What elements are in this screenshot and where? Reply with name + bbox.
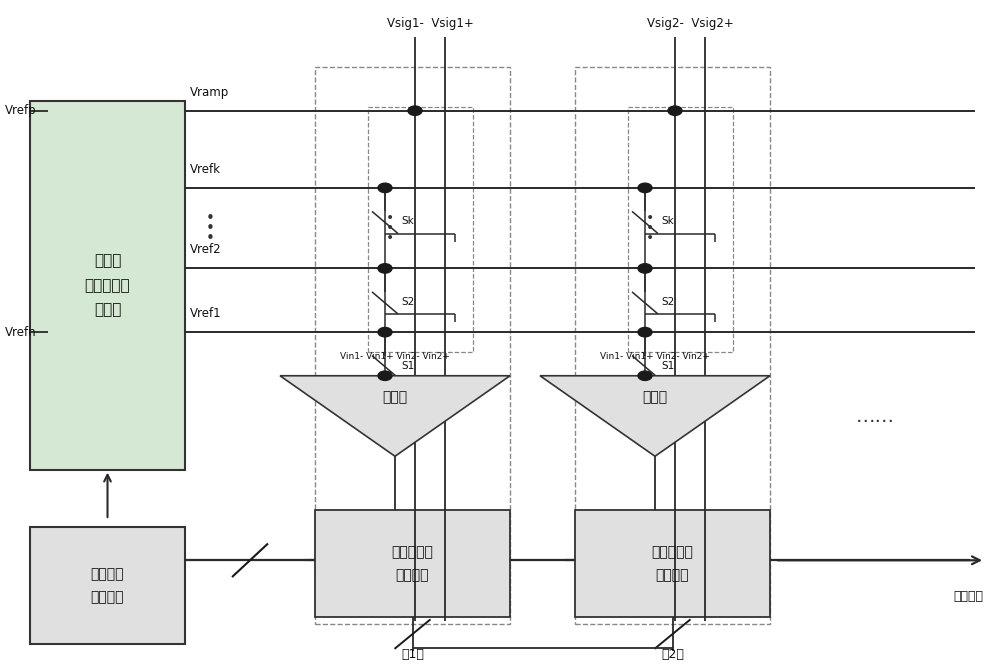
Circle shape [378,371,392,380]
Text: 第2列: 第2列 [661,648,684,661]
Bar [628,107,733,352]
Text: ……: …… [856,407,895,425]
Text: Sk: Sk [661,217,674,226]
Text: 比较器: 比较器 [642,391,668,404]
Text: Vrefk: Vrefk [190,163,221,176]
Polygon shape [280,376,510,456]
Text: 逻辑电路及
存储电路: 逻辑电路及 存储电路 [652,546,693,582]
Text: Vin1- Vin1+ Vin2- Vin2+: Vin1- Vin1+ Vin2- Vin2+ [340,352,450,362]
Circle shape [638,183,652,193]
Text: Vrefp: Vrefp [5,104,37,117]
Text: S1: S1 [401,361,414,370]
Polygon shape [540,376,770,456]
Bar [315,67,510,624]
Text: •: • [206,231,214,246]
Circle shape [638,371,652,380]
Circle shape [378,183,392,193]
Text: •: • [646,221,654,235]
Text: Vin1- Vin1+ Vin2- Vin2+: Vin1- Vin1+ Vin2- Vin2+ [600,352,710,362]
Circle shape [408,106,422,115]
Text: Vref2: Vref2 [190,244,222,256]
Text: 第1列: 第1列 [401,648,424,661]
Circle shape [668,106,682,115]
Bar [575,510,770,617]
Bar [368,107,473,352]
Text: Vsig1-  Vsig1+: Vsig1- Vsig1+ [387,17,473,30]
Circle shape [378,327,392,337]
Text: Sk: Sk [401,217,414,226]
Bar [575,67,770,624]
Text: S2: S2 [401,297,414,307]
Text: •: • [646,231,654,245]
Text: Vref1: Vref1 [190,307,222,320]
Bar [315,510,510,617]
Text: •: • [386,221,394,235]
Circle shape [378,264,392,273]
Circle shape [638,264,652,273]
Text: 数字输出: 数字输出 [953,590,983,603]
Text: •: • [386,231,394,245]
Bar [30,101,185,470]
Text: S1: S1 [661,361,674,370]
Text: S2: S2 [661,297,674,307]
Text: •: • [206,211,214,225]
Text: •: • [386,211,394,225]
Text: Vramp: Vramp [190,86,229,99]
Text: •: • [646,211,654,225]
Text: •: • [206,221,214,236]
Text: 比较器: 比较器 [382,391,408,404]
Bar [30,527,185,644]
Text: Vrefn: Vrefn [5,325,37,339]
Circle shape [638,327,652,337]
Text: 斜坡及
多参考电压
产生器: 斜坡及 多参考电压 产生器 [85,253,130,317]
Text: 控制电路
及计数器: 控制电路 及计数器 [91,567,124,604]
Text: 逻辑电路及
存储电路: 逻辑电路及 存储电路 [392,546,433,582]
Text: Vsig2-  Vsig2+: Vsig2- Vsig2+ [647,17,733,30]
